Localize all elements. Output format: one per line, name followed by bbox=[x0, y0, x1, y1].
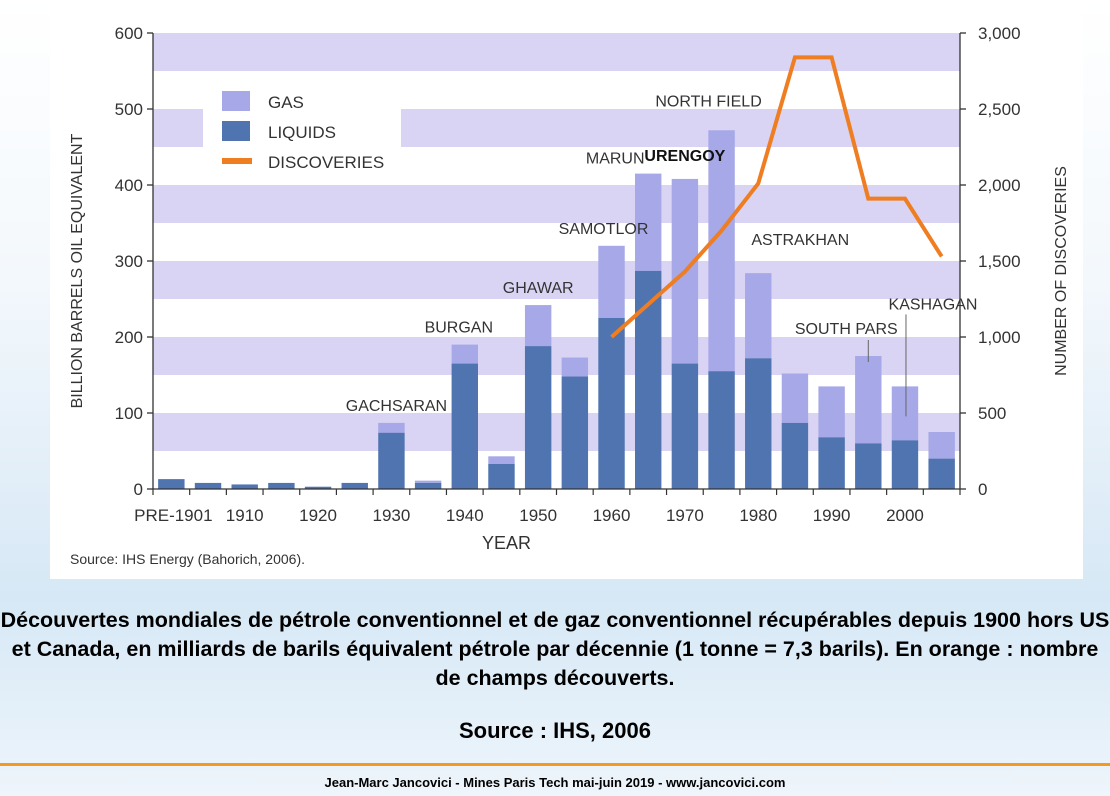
bar-gas bbox=[891, 386, 919, 441]
bar-liquids bbox=[598, 318, 625, 489]
y-left-tick-label: 400 bbox=[115, 176, 143, 195]
y-left-tick-label: 600 bbox=[115, 24, 143, 43]
bar-liquids bbox=[304, 486, 332, 489]
bar-liquids bbox=[745, 358, 772, 489]
y-left-tick-label: 500 bbox=[115, 100, 143, 119]
bar-gas bbox=[818, 386, 845, 438]
annotation-label: SOUTH PARS bbox=[795, 321, 898, 338]
bar-gas bbox=[634, 173, 662, 271]
annotation-label: MARUN bbox=[586, 151, 645, 168]
bar-gas bbox=[488, 456, 515, 464]
bar-gas bbox=[561, 357, 589, 377]
y-right-tick-label: 1,000 bbox=[978, 328, 1021, 347]
y-left-tick-label: 100 bbox=[115, 404, 143, 423]
source-line: Source : IHS, 2006 bbox=[459, 718, 651, 743]
bar-liquids bbox=[855, 443, 882, 489]
bar-gas bbox=[451, 344, 479, 364]
bar-gas bbox=[524, 305, 552, 347]
bar-liquids bbox=[378, 432, 405, 489]
annotation-label: BURGAN bbox=[425, 320, 493, 337]
bar-liquids bbox=[671, 363, 699, 489]
footer: Jean-Marc Jancovici - Mines Paris Tech m… bbox=[324, 775, 786, 790]
bar-gas bbox=[928, 432, 955, 459]
bar-liquids bbox=[488, 463, 515, 489]
bar-gas bbox=[708, 130, 735, 372]
annotation-label: ASTRAKHAN bbox=[751, 232, 849, 249]
bar-liquids bbox=[158, 479, 185, 489]
y-right-tick-label: 500 bbox=[978, 404, 1006, 423]
legend-swatch-discoveries bbox=[222, 158, 252, 164]
bar-gas bbox=[745, 273, 772, 359]
x-tick-label: 1930 bbox=[373, 506, 411, 525]
x-tick-label: 1950 bbox=[519, 506, 557, 525]
grid-band bbox=[153, 185, 960, 223]
bar-gas bbox=[855, 356, 882, 444]
chart-svg: GAS LIQUIDS DISCOVERIES GACHSARAN BURGAN GHAW… bbox=[69, 24, 1070, 567]
annotation-label: GHAWAR bbox=[503, 280, 574, 297]
bar-liquids bbox=[414, 482, 442, 489]
footer-divider bbox=[0, 763, 1110, 766]
x-tick-label: 1940 bbox=[446, 506, 484, 525]
x-tick-label: 1920 bbox=[299, 506, 337, 525]
bar-gas bbox=[378, 422, 405, 433]
bar-liquids bbox=[891, 440, 919, 489]
chart-panel: GAS LIQUIDS DISCOVERIES GACHSARAN BURGAN GHAW… bbox=[50, 5, 1083, 579]
grid-band bbox=[153, 337, 960, 375]
legend-label-discoveries: DISCOVERIES bbox=[268, 153, 384, 172]
y-right-tick-label: 1,500 bbox=[978, 252, 1021, 271]
x-tick-label: 1990 bbox=[813, 506, 851, 525]
x-tick-label: 1960 bbox=[593, 506, 631, 525]
annotation-label: URENGOY bbox=[644, 148, 725, 165]
annotation-label: KASHAGAN bbox=[889, 296, 978, 313]
annotation-label: NORTH FIELD bbox=[655, 93, 761, 110]
bar-gas bbox=[781, 373, 809, 423]
bar-liquids bbox=[781, 422, 809, 489]
x-tick-label: 1980 bbox=[739, 506, 777, 525]
bar-liquids bbox=[928, 458, 955, 489]
x-tick-label: 1970 bbox=[666, 506, 704, 525]
bar-liquids bbox=[818, 437, 845, 489]
bar-liquids bbox=[561, 376, 589, 489]
annotation-label: GACHSARAN bbox=[346, 398, 447, 415]
y-right-axis-title: NUMBER OF DISCOVERIES bbox=[1053, 166, 1070, 376]
x-tick-label: PRE-1901 bbox=[134, 506, 212, 525]
caption: Découvertes mondiales de pétrole convent… bbox=[0, 608, 1110, 690]
y-right-tick-label: 3,000 bbox=[978, 24, 1021, 43]
bar-liquids bbox=[194, 482, 222, 489]
y-left-tick-label: 0 bbox=[134, 480, 143, 499]
bar-gas bbox=[598, 245, 625, 318]
y-left-tick-label: 200 bbox=[115, 328, 143, 347]
bar-liquids bbox=[268, 482, 295, 489]
x-tick-label: 2000 bbox=[886, 506, 924, 525]
y-right-tick-label: 2,500 bbox=[978, 100, 1021, 119]
legend-swatch-gas bbox=[222, 91, 250, 111]
annotation-label: SAMOTLOR bbox=[559, 221, 649, 238]
bar-liquids bbox=[524, 346, 552, 489]
bar-gas bbox=[414, 480, 442, 483]
chart-source-note: Source: IHS Energy (Bahorich, 2006). bbox=[70, 551, 305, 567]
legend-label-gas: GAS bbox=[268, 93, 304, 112]
bar-liquids bbox=[231, 484, 258, 489]
x-axis-title: YEAR bbox=[482, 533, 531, 553]
bar-liquids bbox=[708, 371, 735, 489]
legend-label-liquids: LIQUIDS bbox=[268, 123, 336, 142]
bar-liquids bbox=[341, 482, 368, 489]
bar-liquids bbox=[451, 363, 479, 489]
legend-swatch-liquids bbox=[222, 121, 250, 141]
y-right-tick-label: 2,000 bbox=[978, 176, 1021, 195]
grid-band bbox=[153, 33, 960, 71]
x-tick-label: 1910 bbox=[226, 506, 264, 525]
y-left-axis-title: BILLION BARRELS OIL EQUIVALENT bbox=[69, 133, 86, 408]
discoveries-line bbox=[610, 55, 944, 339]
y-right-tick-label: 0 bbox=[978, 480, 987, 499]
y-left-tick-label: 300 bbox=[115, 252, 143, 271]
grid-band bbox=[153, 261, 960, 299]
bar-liquids bbox=[634, 270, 662, 489]
